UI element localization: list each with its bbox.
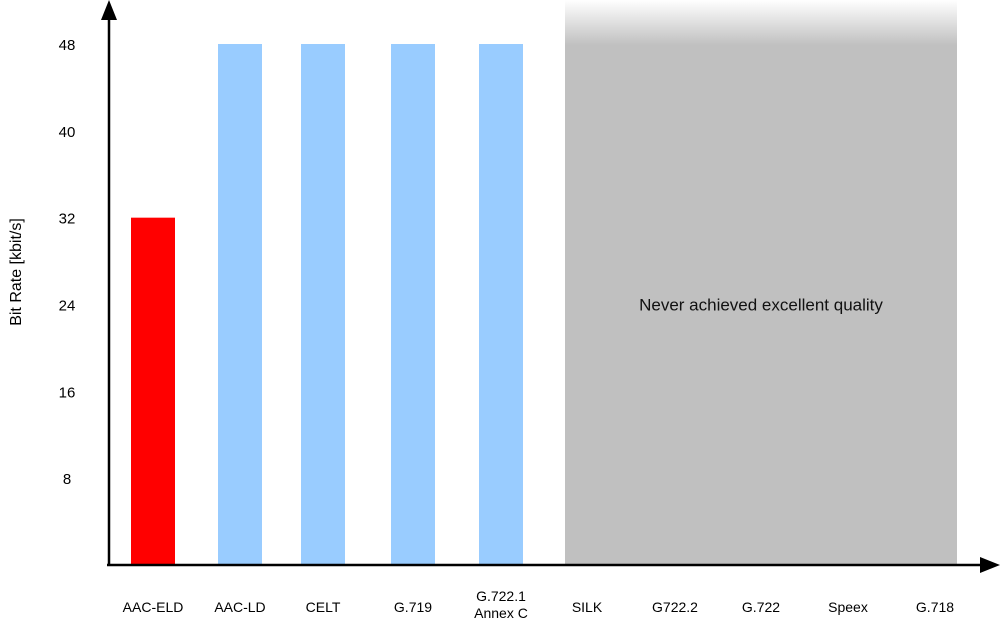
y-axis-arrow [101,0,117,20]
bar-aac-ld [218,44,262,565]
x-tick-label: G.722.1 Annex C [474,588,528,621]
y-tick-label: 48 [59,37,76,54]
y-tick-label: 40 [59,124,76,141]
y-tick-label: 32 [59,211,76,228]
y-tick-label: 8 [63,471,71,488]
x-tick-label: SILK [572,599,603,615]
x-tick-label: G.722 [742,599,780,615]
bar-aac-eld [131,217,175,565]
x-tick-label-line: G.722.1 [476,588,526,604]
excluded-region-label: Never achieved excellent quality [639,296,883,315]
x-tick-label: Speex [828,599,868,615]
x-tick-label: G.719 [394,599,432,615]
bar-g-719 [391,44,435,565]
bar-celt [301,44,345,565]
bar-g-722-1-annex-c [479,44,523,565]
y-tick-label: 24 [59,298,76,315]
excluded-region [565,0,957,565]
x-tick-label: CELT [306,599,341,615]
y-tick-label: 16 [59,384,76,401]
x-tick-label: AAC-LD [214,599,265,615]
y-axis-title: Bit Rate [kbit/s] [8,218,25,326]
x-tick-label: G.718 [916,599,954,615]
x-tick-label-line: Annex C [474,605,528,621]
x-tick-label: G722.2 [652,599,698,615]
x-axis-arrow [980,557,1000,573]
x-tick-label: AAC-ELD [123,599,184,615]
